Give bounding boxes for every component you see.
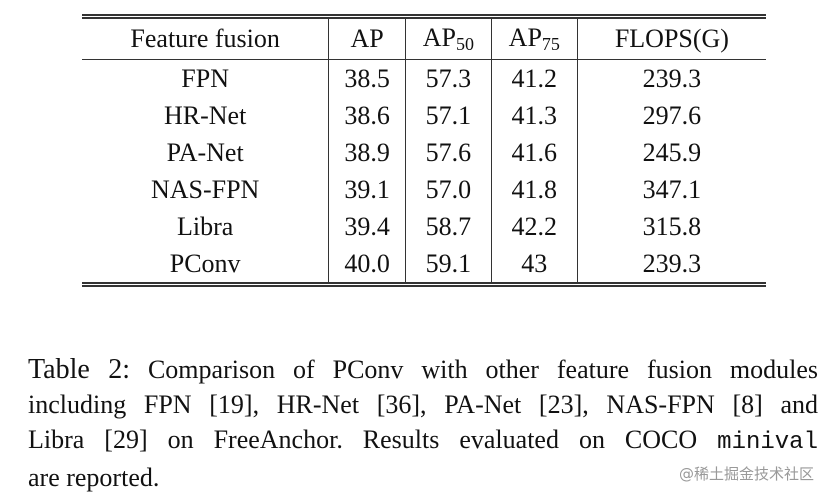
header-text: AP: [422, 23, 456, 52]
table-cell: 42.2: [490, 208, 578, 245]
table-cell: 57.0: [404, 171, 492, 208]
watermark: @稀土掘金技术社区: [678, 465, 814, 483]
header-text: FLOPS(G): [614, 24, 729, 53]
table-cell: PConv: [169, 248, 241, 278]
header-cell: Feature fusion: [82, 16, 329, 60]
table-cell: 41.6: [490, 134, 578, 171]
table-cell: 57.3: [404, 59, 492, 97]
table-cell: 315.8: [576, 208, 766, 245]
table-row: Libra 39.4 58.7 42.2 315.8: [82, 208, 766, 245]
table-cell: 57.1: [404, 97, 492, 134]
table-row: PConv 40.0 59.1 43 239.3: [82, 245, 766, 285]
header-text: AP: [508, 23, 542, 52]
table-row: NAS-FPN 39.1 57.0 41.8 347.1: [82, 171, 766, 208]
header-cell: AP75: [490, 16, 578, 60]
table-cell: 57.6: [404, 134, 492, 171]
table-cell: 297.6: [576, 97, 766, 134]
table-cell: 239.3: [576, 245, 766, 285]
table-cell: 38.5: [328, 59, 406, 97]
caption-line: Libra [29] on FreeAnchor. Results evalua…: [28, 422, 818, 460]
table-cell: FPN: [181, 63, 229, 93]
table-body: FPN 38.5 57.3 41.2 239.3 HR-Net 38.6 57.1 41.3 29…: [82, 59, 766, 285]
table-cell: 43: [490, 245, 578, 285]
caption-text: Comparison of PConv with other feature f…: [147, 355, 819, 384]
table-cell: 41.8: [490, 171, 578, 208]
header-text: Feature fusion: [130, 24, 280, 53]
caption-text: Libra [29] on FreeAnchor. Results evalua…: [28, 425, 698, 454]
table-cell: 41.2: [490, 59, 578, 97]
header-subscript: 75: [541, 34, 560, 54]
table-row: HR-Net 38.6 57.1 41.3 297.6: [82, 97, 766, 134]
table-cell: HR-Net: [163, 100, 247, 130]
table-cell: 58.7: [404, 208, 492, 245]
table-cell: 347.1: [576, 171, 766, 208]
caption-label: Table 2:: [28, 354, 131, 385]
table-cell: 39.1: [328, 171, 406, 208]
table-cell: 39.4: [328, 208, 406, 245]
caption-line: including FPN [19], HR-Net [36], PA-Net …: [28, 390, 818, 419]
header-subscript: 50: [455, 34, 474, 54]
table-cell: 40.0: [328, 245, 406, 285]
results-table: Feature fusion AP AP50 AP75 FLOPS(G) FPN 38.5 5…: [82, 14, 766, 287]
table-cell: 41.3: [490, 97, 578, 134]
table-cell: Libra: [177, 211, 234, 241]
header-cell: FLOPS(G): [576, 16, 766, 60]
header-cell: AP: [328, 16, 406, 60]
table-cell: PA-Net: [166, 137, 244, 167]
table-cell: 38.6: [328, 97, 406, 134]
caption-line: Table 2: Comparison of PConv with other …: [28, 352, 818, 387]
caption-code: minival: [717, 429, 818, 456]
table-row: FPN 38.5 57.3 41.2 239.3: [82, 59, 766, 97]
table-cell: 245.9: [576, 134, 766, 171]
table-row: PA-Net 38.9 57.6 41.6 245.9: [82, 134, 766, 171]
header-cell: AP50: [404, 16, 492, 60]
caption-line: are reported.: [28, 463, 160, 492]
header-row: Feature fusion AP AP50 AP75 FLOPS(G): [82, 16, 766, 60]
header-text: AP: [350, 24, 384, 53]
table-cell: 38.9: [328, 134, 406, 171]
table-cell: 59.1: [404, 245, 492, 285]
table-cell: NAS-FPN: [150, 174, 260, 204]
table-cell: 239.3: [576, 59, 766, 97]
caption: Table 2: Comparison of PConv with other …: [28, 352, 818, 495]
